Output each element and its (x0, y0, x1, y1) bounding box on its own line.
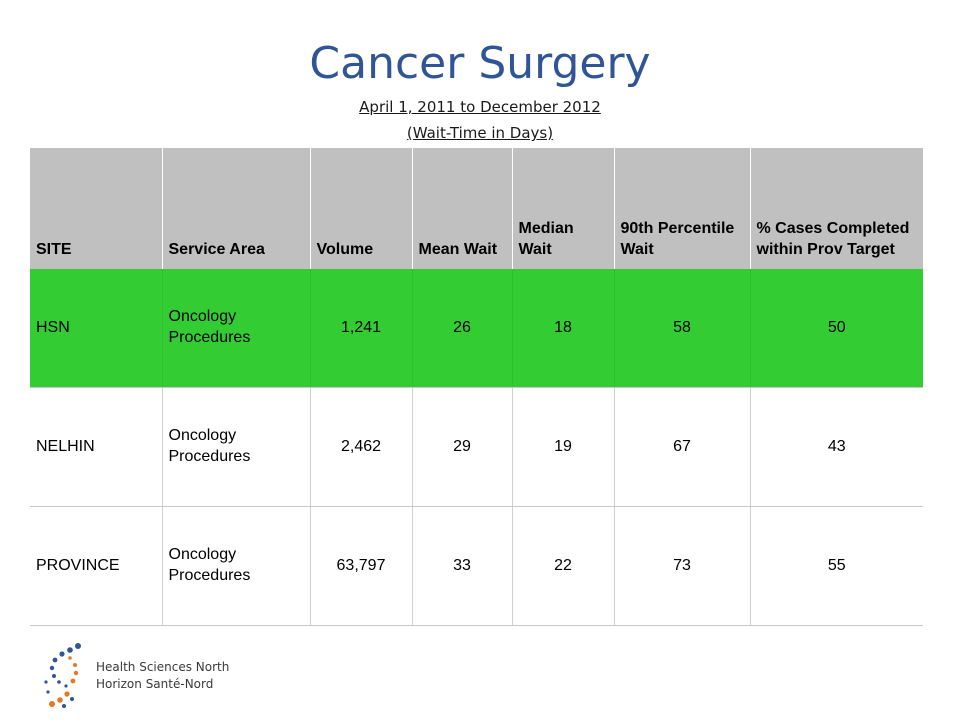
header-volume: Volume (309, 148, 412, 269)
cell-pct-within-target: 55 (749, 506, 923, 626)
header-median-wait: Median Wait (511, 148, 614, 269)
logo-text-french: Horizon Santé-Nord (96, 677, 214, 691)
cell-service-area: Oncology Procedures (161, 269, 310, 388)
cell-volume: 63,797 (309, 506, 412, 626)
header-90th-percentile: 90th Percentile Wait (613, 148, 750, 269)
health-sciences-north-logo-icon (44, 643, 81, 708)
cell-volume: 1,241 (309, 269, 412, 388)
cell-90th-percentile: 67 (613, 387, 750, 507)
cell-90th-percentile: 73 (613, 506, 750, 626)
table-row: HSN Oncology Procedures 1,241 26 18 58 5… (30, 269, 923, 388)
cell-pct-within-target: 43 (749, 387, 923, 507)
cell-pct-within-target: 50 (749, 269, 923, 388)
subtitle-units: (Wait-Time in Days) (406, 124, 554, 142)
table-header-row: SITE Service Area Volume Mean Wait Media… (30, 148, 923, 269)
cell-mean-wait: 33 (411, 506, 512, 626)
cell-service-area: Oncology Procedures (161, 506, 310, 626)
wait-time-table: SITE Service Area Volume Mean Wait Media… (30, 148, 923, 626)
table-row: NELHIN Oncology Procedures 2,462 29 19 6… (30, 387, 923, 507)
cell-site: HSN (30, 269, 162, 388)
header-pct-within-target: % Cases Completed within Prov Target (749, 148, 923, 269)
header-site: SITE (30, 148, 162, 269)
table-row: PROVINCE Oncology Procedures 63,797 33 2… (30, 506, 923, 626)
cell-mean-wait: 29 (411, 387, 512, 507)
header-service-area: Service Area (161, 148, 310, 269)
cell-median-wait: 18 (511, 269, 614, 388)
cell-mean-wait: 26 (411, 269, 512, 388)
cell-median-wait: 19 (511, 387, 614, 507)
cell-90th-percentile: 58 (613, 269, 750, 388)
cell-median-wait: 22 (511, 506, 614, 626)
cell-service-area: Oncology Procedures (161, 387, 310, 507)
cell-volume: 2,462 (309, 387, 412, 507)
page-title: Cancer Surgery (309, 38, 651, 89)
cell-site: NELHIN (30, 387, 162, 507)
subtitle-date-range: April 1, 2011 to December 2012 (359, 98, 601, 116)
cell-site: PROVINCE (30, 506, 162, 626)
header-mean-wait: Mean Wait (411, 148, 512, 269)
logo-text-english: Health Sciences North (96, 660, 230, 674)
